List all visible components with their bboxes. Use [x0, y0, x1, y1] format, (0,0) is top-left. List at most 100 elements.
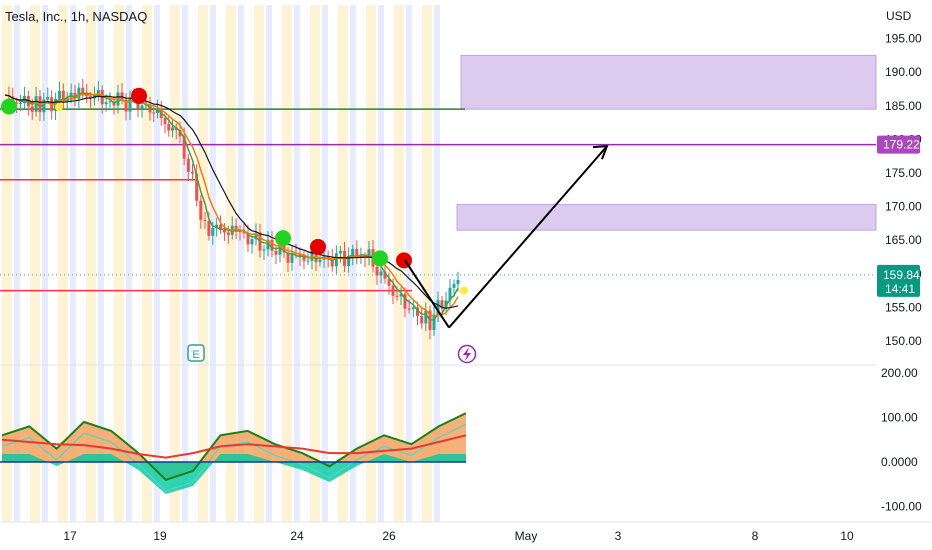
time-tick-label: 26: [382, 529, 396, 543]
candle-body: [262, 249, 266, 251]
candle-body: [211, 228, 215, 236]
signal-dots: [1, 87, 468, 295]
session-band-premarket: [338, 5, 348, 522]
candle-body: [399, 293, 403, 297]
candle-body: [182, 136, 186, 159]
price-tick-label: 165.00: [885, 233, 922, 247]
candle-body: [456, 279, 460, 285]
session-band-premarket: [170, 5, 180, 522]
session-band-premarket: [30, 5, 40, 522]
candle-body: [46, 97, 50, 100]
horizontal-levels: [0, 108, 876, 292]
time-tick-label: 19: [153, 529, 167, 543]
currency-label: USD: [886, 9, 912, 23]
projection-up-leg: [448, 145, 608, 329]
session-band-afterhours: [210, 5, 216, 522]
candle-body: [226, 232, 230, 235]
projection-down-leg: [404, 259, 450, 329]
candle-body: [30, 106, 34, 112]
candle-body: [351, 248, 355, 256]
candle-body: [330, 258, 334, 267]
session-band-afterhours: [182, 5, 188, 522]
price-tick-label: 170.00: [885, 200, 922, 214]
candle-body: [191, 171, 194, 174]
session-band-premarket: [86, 5, 96, 522]
session-band-premarket: [142, 5, 152, 522]
oscillator-tick-label: 100.00: [881, 411, 918, 425]
candle-body: [73, 92, 77, 99]
candle-body: [120, 92, 124, 100]
time-tick-label: 3: [615, 529, 622, 543]
level-price-badge-text: 179.22: [883, 138, 920, 152]
price-axis[interactable]: 150.00155.00160.00165.00170.00175.00180.…: [877, 32, 922, 514]
candle-body: [420, 316, 424, 324]
candle-body: [89, 96, 93, 99]
session-band-afterhours: [294, 5, 300, 522]
candle-body: [104, 102, 108, 105]
candle-body: [207, 220, 211, 236]
candle-body: [395, 295, 399, 297]
earnings-icon-frame: [187, 344, 205, 362]
candle-body: [203, 219, 207, 221]
last-price-badge: [877, 264, 920, 297]
price-tick-label: 175.00: [885, 166, 922, 180]
candle-body: [391, 285, 395, 296]
oscillator-area-positive: [2, 413, 466, 480]
lightning-icon: [457, 344, 477, 364]
candle-body: [15, 102, 19, 104]
lightning-icon-glyph: [463, 347, 471, 361]
sell-signal-dot: [310, 238, 326, 255]
session-band-premarket: [366, 5, 376, 522]
candle-body: [128, 97, 132, 112]
session-band-afterhours: [266, 5, 272, 522]
candle-body: [298, 253, 302, 257]
candle-body: [270, 239, 274, 251]
candle-body: [156, 108, 159, 114]
candle-body: [234, 225, 238, 231]
candle-body: [403, 293, 407, 309]
candle-body: [57, 90, 61, 99]
candle-body: [199, 200, 203, 220]
price-tick-label: 150.00: [885, 334, 922, 348]
oscillator-red-line: [1, 434, 467, 459]
level-price-badge: [877, 135, 920, 154]
candle-body: [407, 308, 411, 310]
oscillator-tick-label: 0.0000: [881, 455, 918, 469]
candle-body: [42, 99, 46, 113]
candle-body: [152, 112, 156, 114]
candle-body: [167, 124, 171, 131]
supply-zone-1: [460, 54, 877, 110]
candle-body: [219, 224, 223, 230]
candle-body: [379, 271, 383, 276]
session-band-afterhours: [322, 5, 328, 522]
candle-body: [242, 231, 246, 233]
oscillator-panel: [0, 412, 467, 494]
time-tick-label: 24: [290, 529, 304, 543]
session-band-premarket: [198, 5, 208, 522]
time-axis[interactable]: 17 19 24 26 May 3 8 10: [63, 529, 854, 543]
projection-arrow: E: [187, 145, 609, 364]
candle-body: [266, 239, 270, 250]
time-tick-label: 17: [63, 529, 77, 543]
oscillator-tick-label: 200.00: [881, 366, 918, 380]
small-signal-dot: [460, 286, 468, 295]
candle-body: [77, 87, 81, 99]
candle-body: [452, 284, 456, 288]
candle-body: [387, 278, 391, 286]
session-band-premarket: [2, 5, 12, 522]
session-band-afterhours: [154, 5, 160, 522]
session-band-afterhours: [42, 5, 48, 522]
candle-body: [186, 158, 190, 172]
candle-body: [124, 99, 128, 112]
candle-body: [290, 253, 294, 263]
session-band-afterhours: [126, 5, 132, 522]
time-tick-label: 8: [752, 529, 759, 543]
candle-body: [310, 250, 314, 261]
candle-body: [432, 314, 436, 330]
price-tick-label: 155.00: [885, 300, 922, 314]
candle-body: [302, 256, 306, 261]
price-tick-label: 195.00: [885, 32, 922, 46]
supply-zones: [456, 54, 877, 231]
candle-body: [448, 287, 452, 301]
session-band-afterhours: [434, 5, 440, 522]
